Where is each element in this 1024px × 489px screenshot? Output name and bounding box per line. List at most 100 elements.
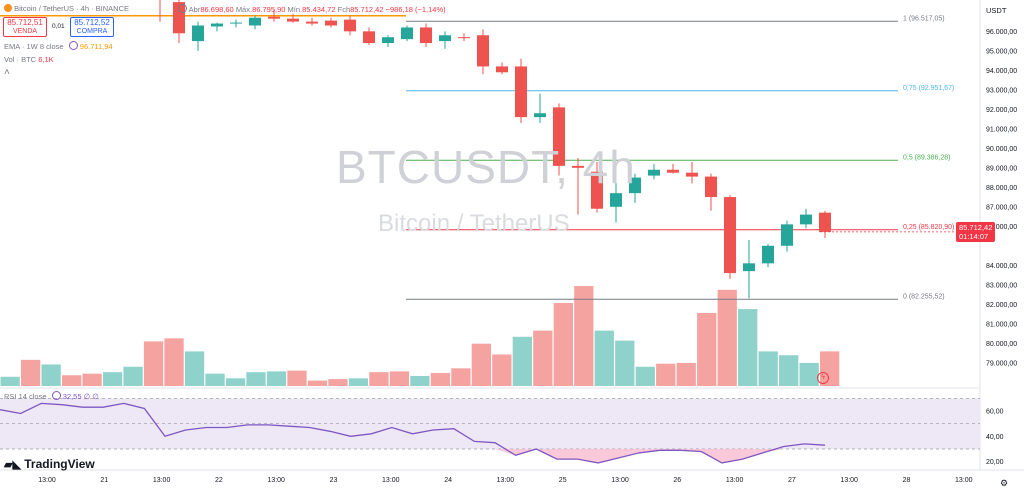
time-tick-label: 13:00 [267, 477, 285, 484]
bitcoin-icon [4, 4, 12, 12]
change-value: −986,18 (−1,14%) [385, 5, 446, 14]
candle-body [819, 212, 831, 232]
price-tick-label: 92.000,00 [986, 107, 1017, 114]
volume-bar [471, 343, 492, 386]
price-tick-label: 80.000,00 [986, 341, 1017, 348]
volume-bar [656, 363, 676, 386]
volume-bar [492, 354, 512, 386]
volume-bar [20, 359, 41, 386]
candle-body [249, 17, 261, 26]
candle-body [743, 263, 755, 272]
candle-body [667, 169, 679, 173]
time-tick-label: 25 [559, 477, 567, 484]
time-tick-label: 13:00 [153, 477, 171, 484]
candle-body [648, 169, 660, 176]
price-tick-label: 96.000,00 [986, 29, 1017, 36]
candle-body [382, 37, 394, 44]
ema-value: 96.711,94 [79, 42, 113, 51]
flash-icon[interactable]: ϟ [817, 372, 829, 384]
bar-countdown: 01:14:07 [959, 232, 989, 241]
volume-bar [82, 373, 102, 386]
open-label: Abr [188, 5, 201, 14]
close-label: Fch [337, 5, 351, 14]
candle-body [344, 19, 356, 32]
price-tick-label: 84.000,00 [986, 263, 1017, 270]
candle-body [325, 20, 337, 26]
price-tick-label: 82.000,00 [986, 302, 1017, 309]
sell-button[interactable]: 85.712,51 VENDA [3, 17, 47, 37]
candle-body [629, 177, 641, 194]
open-value: 86.698,60 [200, 5, 234, 14]
volume-bar [738, 309, 758, 386]
time-tick-label: 22 [215, 477, 223, 484]
rsi-tick-label: 60,00 [986, 409, 1004, 416]
buy-button[interactable]: 85.712,52 COMPRA [70, 17, 114, 37]
last-price: 85.712,42 [959, 223, 993, 232]
time-tick-label: 13:00 [497, 477, 515, 484]
candle-body [534, 113, 546, 118]
buy-price: 85.712,52 [74, 18, 110, 27]
candle-body [439, 35, 451, 42]
time-tick-label: 26 [673, 477, 681, 484]
watermark-name: Bitcoin / TetherUS [378, 210, 570, 237]
ema-logo-icon [68, 41, 78, 50]
currency-label[interactable]: USDT [986, 6, 1007, 15]
candle-body [515, 66, 527, 118]
volume-bar [184, 351, 205, 386]
time-tick-label: 13:00 [840, 477, 858, 484]
time-tick-label: 28 [903, 477, 911, 484]
volume-bar [266, 371, 287, 386]
price-tick-label: 94.000,00 [986, 68, 1017, 75]
volume-bar [369, 372, 389, 386]
volume-bar [61, 375, 82, 386]
volume-bar [389, 371, 410, 386]
sell-label: VENDA [12, 28, 38, 35]
time-tick-label: 13:00 [955, 477, 973, 484]
price-tick-label: 79.000,00 [986, 360, 1017, 367]
volume-legend[interactable]: Vol · BTC 6,1K [4, 55, 54, 64]
candle-body [211, 23, 223, 27]
time-tick-label: 27 [788, 477, 796, 484]
tv-logo-icon: ▰◣ [4, 459, 21, 471]
price-tick-label: 90.000,00 [986, 146, 1017, 153]
volume-bar [451, 368, 471, 386]
ema-legend[interactable]: EMA · 1W 8 close 96.711,94 [4, 41, 113, 51]
price-tick-label: 86.000,00 [986, 224, 1017, 231]
volume-bar [348, 378, 369, 386]
rsi-legend[interactable]: RSI 14 close 32,55 ∅ ∅ [4, 391, 99, 401]
volume-bar [533, 330, 553, 386]
volume-bar [697, 312, 717, 386]
symbol-legend[interactable]: Bitcoin / TetherUS · 4h · BINANCE [4, 4, 129, 13]
volume-bar [205, 373, 225, 386]
price-tick-label: 93.000,00 [986, 87, 1017, 94]
gear-icon[interactable]: ⚙ [1000, 478, 1009, 488]
candle-body [287, 18, 299, 22]
volume-bar [615, 340, 635, 386]
volume-label: Vol · BTC [4, 55, 37, 64]
volume-bar [594, 330, 614, 386]
eye-icon[interactable] [178, 4, 187, 13]
ohlc-legend: Abr86.698,60 Máx.86.795,90 Mín.85.434,72… [178, 4, 446, 14]
last-price-tag: 85.712,42 01:14:07 [956, 222, 996, 242]
rsi-value: 32,55 [62, 392, 82, 401]
tradingview-logo[interactable]: ▰◣ TradingView [4, 457, 95, 471]
collapse-legend-icon[interactable]: ˄ [4, 67, 10, 78]
candle-body [705, 176, 717, 198]
time-tick-label: 13:00 [726, 477, 744, 484]
volume-bar [512, 336, 532, 386]
fib-level-label: 1 (96.517,05) [903, 15, 945, 22]
volume-bar [123, 366, 143, 386]
candle-body [458, 37, 470, 39]
symbol-title: Bitcoin / TetherUS · 4h · BINANCE [14, 4, 129, 13]
watermark-symbol: BTCUSDT, 4h [336, 141, 636, 193]
candle-body [762, 245, 774, 264]
fib-level-label: 0,5 (89.386,28) [903, 154, 950, 161]
rsi-tick-label: 20,00 [986, 459, 1004, 466]
price-tick-label: 89.000,00 [986, 165, 1017, 172]
time-tick-label: 24 [444, 477, 452, 484]
high-value: 86.795,90 [252, 5, 286, 14]
fib-level-label: 0 (82.255,52) [903, 293, 945, 300]
low-value: 85.434,72 [302, 5, 336, 14]
